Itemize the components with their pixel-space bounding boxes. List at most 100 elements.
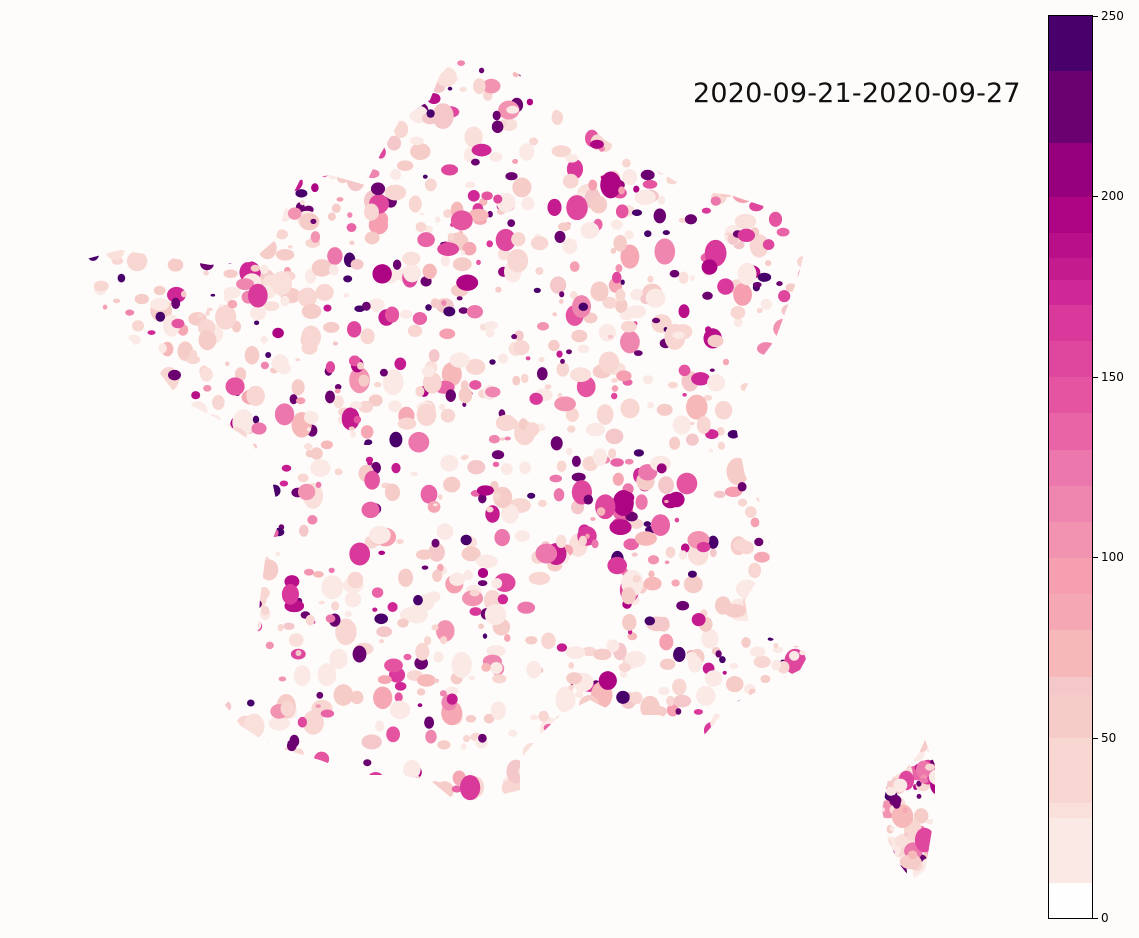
- commune-cell: [236, 653, 255, 666]
- commune-cell: [260, 361, 269, 370]
- commune-cell: [781, 303, 801, 318]
- commune-cell: [128, 230, 149, 243]
- commune-cell: [125, 135, 145, 148]
- commune-cell: [84, 390, 94, 398]
- commune-cell: [776, 592, 786, 602]
- commune-cell: [241, 58, 250, 65]
- commune-cell: [678, 304, 690, 319]
- commune-cell: [222, 202, 235, 213]
- commune-cell: [147, 330, 156, 335]
- commune-cell: [247, 460, 253, 464]
- commune-cell: [291, 379, 305, 396]
- commune-cell: [230, 238, 243, 246]
- commune-cell: [112, 78, 128, 93]
- commune-cell: [206, 146, 218, 160]
- commune-cell: [168, 421, 177, 429]
- commune-cell: [561, 61, 580, 81]
- commune-cell: [92, 702, 98, 710]
- commune-cell: [667, 788, 677, 798]
- commune-cell: [196, 670, 215, 690]
- commune-cell: [91, 614, 111, 633]
- commune-cell: [195, 96, 201, 102]
- commune-cell: [70, 675, 75, 679]
- commune-cell: [420, 484, 438, 504]
- commune-cell: [787, 489, 808, 503]
- commune-cell: [624, 458, 634, 465]
- commune-cell: [525, 356, 531, 361]
- commune-cell: [634, 350, 643, 356]
- commune-cell: [713, 490, 726, 499]
- commune-cell: [96, 662, 101, 666]
- commune-cell: [538, 62, 554, 81]
- commune-cell: [497, 247, 511, 261]
- commune-cell: [703, 783, 712, 790]
- commune-cell: [889, 826, 895, 832]
- commune-cell: [184, 783, 201, 802]
- commune-cell: [676, 58, 683, 64]
- commune-cell: [187, 146, 194, 154]
- commune-cell: [100, 702, 112, 714]
- commune-cell: [128, 790, 142, 805]
- commune-cell: [761, 455, 775, 465]
- commune-cell: [774, 456, 789, 473]
- commune-cell: [232, 778, 246, 791]
- commune-cell: [701, 628, 719, 649]
- commune-cell: [134, 413, 145, 422]
- commune-cell: [469, 589, 480, 597]
- commune-cell: [592, 448, 608, 466]
- commune-cell: [914, 827, 935, 853]
- commune-cell: [554, 396, 576, 412]
- commune-cell: [536, 756, 551, 771]
- commune-cell: [882, 856, 896, 880]
- commune-cell: [84, 385, 98, 397]
- commune-cell: [791, 426, 805, 437]
- colorbar-bin: [1049, 694, 1092, 739]
- commune-cell: [325, 361, 335, 374]
- commune-cell: [341, 407, 360, 431]
- commune-cell: [495, 414, 517, 431]
- commune-cell: [678, 217, 687, 223]
- commune-cell: [687, 808, 691, 811]
- commune-cell: [927, 840, 935, 867]
- colorbar-bin: [1049, 340, 1092, 378]
- commune-cell: [343, 275, 353, 283]
- commune-cell: [703, 783, 712, 790]
- commune-cell: [255, 137, 273, 160]
- commune-cell: [666, 695, 675, 707]
- commune-cell: [771, 684, 793, 706]
- commune-cell: [578, 742, 599, 758]
- commune-cell: [328, 567, 335, 573]
- commune-cell: [547, 198, 562, 216]
- commune-cell: [218, 480, 227, 491]
- commune-cell: [769, 576, 780, 583]
- commune-cell: [164, 97, 172, 105]
- commune-cell: [771, 659, 782, 671]
- commune-cell: [622, 775, 642, 789]
- commune-cell: [120, 185, 130, 195]
- commune-cell: [431, 624, 439, 631]
- commune-cell: [189, 199, 202, 212]
- commune-cell: [749, 60, 764, 72]
- commune-cell: [284, 64, 296, 78]
- commune-cell: [333, 395, 344, 409]
- commune-cell: [233, 670, 246, 681]
- commune-cell: [255, 771, 264, 777]
- commune-cell: [755, 399, 771, 412]
- colorbar-tick: [1093, 376, 1098, 378]
- commune-cell: [531, 747, 548, 760]
- commune-cell: [259, 170, 272, 183]
- commune-cell: [127, 468, 149, 493]
- commune-cell: [327, 247, 343, 265]
- commune-cell: [143, 761, 156, 773]
- commune-cell: [749, 234, 769, 258]
- commune-cell: [134, 413, 145, 422]
- commune-cell: [702, 291, 713, 300]
- commune-cell: [622, 122, 633, 130]
- commune-cell: [106, 720, 118, 730]
- commune-cell: [320, 709, 334, 718]
- commune-cell: [755, 802, 771, 805]
- commune-cell: [379, 368, 388, 377]
- commune-cell: [469, 607, 482, 616]
- colorbar-tick-label: 150: [1101, 369, 1124, 384]
- commune-cell: [318, 763, 334, 775]
